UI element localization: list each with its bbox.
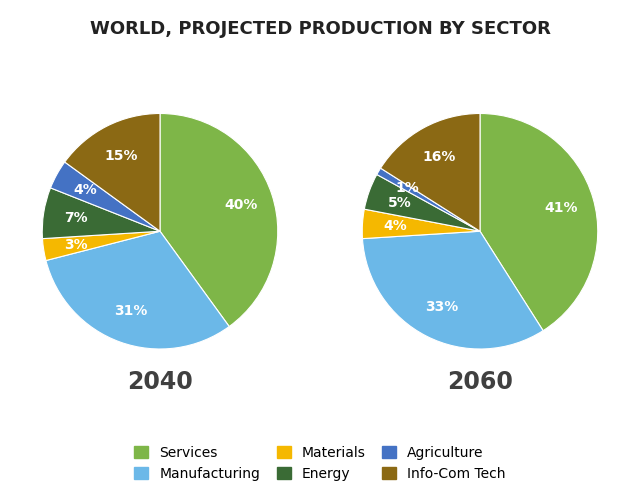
Text: 40%: 40% (224, 198, 257, 212)
Text: 5%: 5% (388, 195, 412, 210)
Wedge shape (362, 231, 543, 349)
Text: 16%: 16% (422, 150, 456, 164)
Wedge shape (42, 188, 160, 239)
Wedge shape (480, 114, 598, 331)
Text: 15%: 15% (105, 149, 138, 163)
Text: 1%: 1% (395, 181, 419, 195)
Text: 33%: 33% (425, 300, 458, 314)
Wedge shape (381, 114, 480, 231)
Text: 41%: 41% (545, 201, 578, 215)
Wedge shape (42, 231, 160, 261)
Wedge shape (364, 175, 480, 231)
Wedge shape (65, 114, 160, 231)
Legend: Services, Manufacturing, Materials, Energy, Agriculture, Info-Com Tech: Services, Manufacturing, Materials, Ener… (130, 442, 510, 485)
Text: 2040: 2040 (127, 370, 193, 394)
Wedge shape (377, 168, 480, 231)
Wedge shape (51, 162, 160, 231)
Wedge shape (362, 209, 480, 239)
Text: 2060: 2060 (447, 370, 513, 394)
Text: WORLD, PROJECTED PRODUCTION BY SECTOR: WORLD, PROJECTED PRODUCTION BY SECTOR (90, 20, 550, 38)
Wedge shape (160, 114, 278, 327)
Wedge shape (46, 231, 229, 349)
Text: 7%: 7% (65, 211, 88, 225)
Text: 4%: 4% (383, 219, 407, 233)
Text: 31%: 31% (115, 304, 148, 318)
Text: 4%: 4% (74, 184, 97, 197)
Text: 3%: 3% (65, 238, 88, 251)
